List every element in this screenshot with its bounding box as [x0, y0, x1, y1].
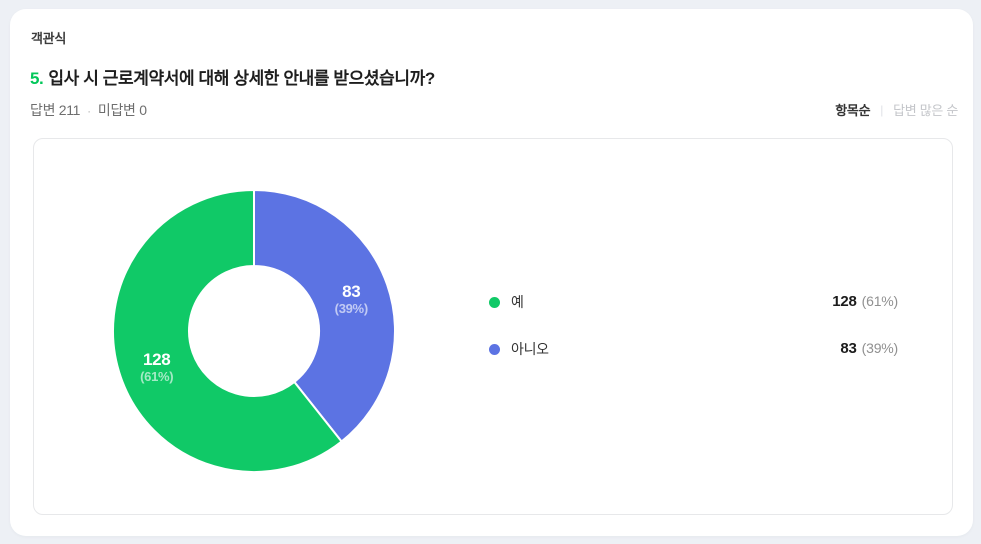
legend-values-no: 83 (39%) [840, 340, 898, 358]
question-number: 5. [30, 69, 44, 88]
answered-count: 답변 211 [30, 102, 81, 118]
legend-row-no[interactable]: 아니오 83 (39%) [489, 336, 898, 362]
donut-slice-percent-label: (61%) [140, 369, 173, 384]
legend-label-no: 아니오 [511, 341, 549, 357]
chart-legend: 예 128 (61%) 아니오 83 (39%) [489, 289, 898, 383]
donut-slice-value-label: 128 [143, 350, 170, 369]
sort-option-by-most-answers[interactable]: 답변 많은 순 [893, 103, 958, 118]
legend-row-yes[interactable]: 예 128 (61%) [489, 289, 898, 315]
sort-option-by-item[interactable]: 항목순 [835, 103, 871, 118]
donut-slice[interactable] [112, 189, 343, 473]
donut-chart: 83(39%) 128(61%) [112, 189, 396, 473]
sort-controls: 항목순 | 답변 많은 순 [835, 100, 958, 119]
donut-slice-percent-label: (39%) [335, 301, 368, 316]
question-type-label: 객관식 [31, 31, 66, 46]
donut-slice-value-label: 83 [342, 282, 360, 301]
legend-dot-no-icon [489, 343, 500, 355]
legend-dot-yes-icon [489, 296, 500, 308]
unanswered-count: 미답변 0 [97, 102, 147, 118]
legend-count-yes: 128 [832, 293, 857, 310]
donut-chart-container: 83 (39%) 128 (61%) [104, 181, 404, 481]
legend-count-no: 83 [840, 340, 857, 357]
legend-label-yes: 예 [511, 294, 524, 310]
survey-result-panel: 객관식 5. 입사 시 근로계약서에 대해 상세한 안내를 받으셨습니까? 답변 … [10, 9, 973, 536]
donut-slice[interactable] [253, 189, 396, 443]
legend-values-yes: 128 (61%) [832, 293, 898, 311]
legend-percent-yes: (61%) [861, 293, 899, 309]
question-text: 입사 시 근로계약서에 대해 상세한 안내를 받으셨습니까? [48, 69, 435, 88]
legend-percent-no: (39%) [861, 340, 899, 356]
chart-card: 83 (39%) 128 (61%) 예 128 (61%) 아니오 83 (39%) [33, 138, 953, 515]
response-count-meta: 답변 211 · 미답변 0 [30, 100, 147, 120]
question-title: 5. 입사 시 근로계약서에 대해 상세한 안내를 받으셨습니까? [30, 64, 435, 89]
sort-divider: | [880, 102, 884, 117]
meta-separator: · [87, 104, 91, 118]
